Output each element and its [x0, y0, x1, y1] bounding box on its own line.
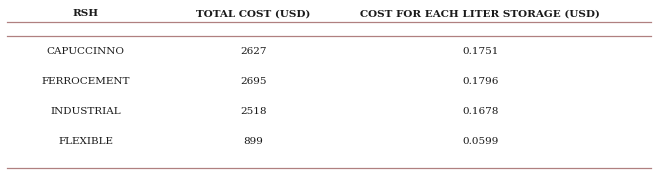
Text: CAPUCCINNO: CAPUCCINNO	[47, 48, 124, 57]
Text: 0.1678: 0.1678	[462, 108, 499, 117]
Text: TOTAL COST (USD): TOTAL COST (USD)	[196, 10, 311, 18]
Text: 2695: 2695	[240, 77, 266, 86]
Text: 0.1751: 0.1751	[462, 48, 499, 57]
Text: 0.1796: 0.1796	[462, 77, 499, 86]
Text: 2518: 2518	[240, 108, 266, 117]
Text: 0.0599: 0.0599	[462, 137, 499, 147]
Text: COST FOR EACH LITER STORAGE (USD): COST FOR EACH LITER STORAGE (USD)	[361, 10, 600, 18]
Text: 899: 899	[243, 137, 263, 147]
Text: FERROCEMENT: FERROCEMENT	[41, 77, 130, 86]
Text: 2627: 2627	[240, 48, 266, 57]
Text: INDUSTRIAL: INDUSTRIAL	[50, 108, 121, 117]
Text: FLEXIBLE: FLEXIBLE	[58, 137, 113, 147]
Text: RSH: RSH	[72, 10, 99, 18]
